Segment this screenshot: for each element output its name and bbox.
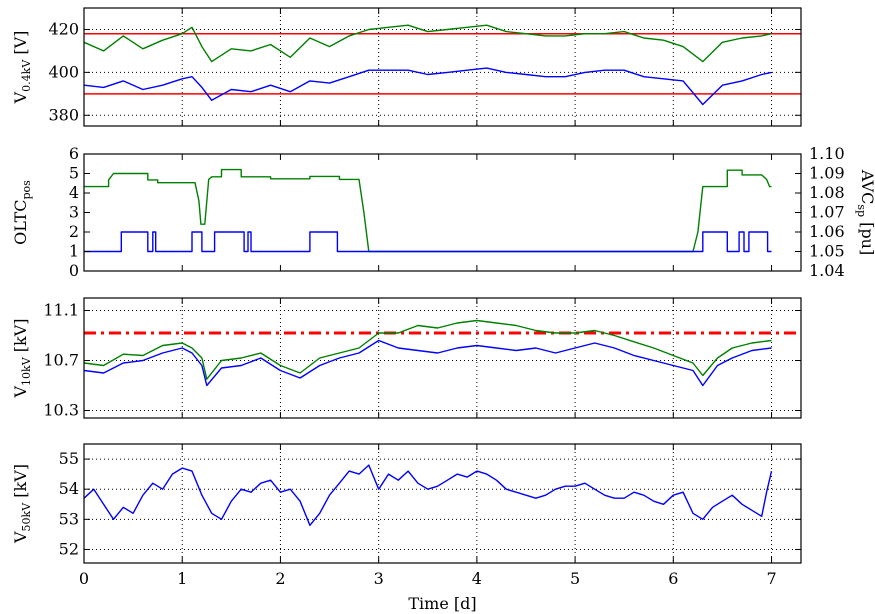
y-tick-label: 53: [59, 509, 79, 528]
y-tick-label: 2: [69, 222, 79, 241]
axis-label-subscript: 50kV: [20, 502, 33, 532]
y-tick-label: 5: [69, 164, 79, 183]
plot-frame: [83, 297, 802, 419]
y2-tick-label: 1.09: [809, 164, 845, 183]
series-line-1: [84, 319, 772, 380]
axis-label-subscript: 10kV: [20, 356, 33, 386]
y-tick-label: 4: [69, 183, 79, 202]
y-axis-label-1: OLTCpos: [11, 180, 33, 245]
axis-label-unit: [V]: [11, 31, 30, 60]
y2-tick-label: 1.08: [809, 183, 845, 202]
x-tick-label: 3: [374, 569, 384, 588]
plot-frame: [83, 443, 802, 564]
series-line-1: [84, 24, 772, 63]
axis-label-unit: [pu]: [858, 217, 875, 255]
series-line-1: [84, 464, 773, 526]
y-axis-label2-1: AVCsp [pu]: [855, 169, 875, 255]
y-axis-label-3: V50kV [kV]: [11, 464, 33, 544]
axis-label-main: V: [11, 386, 30, 399]
y-tick-label: 11.1: [43, 301, 79, 320]
series-line-2: [84, 231, 772, 253]
y2-tick-label: 1.10: [809, 144, 845, 163]
axis-label-subscript: 0.4kV: [20, 59, 33, 92]
x-tick-label: 6: [668, 569, 678, 588]
y-tick-label: 400: [48, 62, 79, 81]
x-tick-label: 1: [177, 569, 187, 588]
axis-label-main: V: [11, 531, 30, 544]
y-tick-label: 420: [48, 19, 79, 38]
axis-label-unit: [kV]: [11, 319, 30, 358]
x-tick-label: 5: [570, 569, 580, 588]
axis-label-subscript: sp: [855, 204, 868, 217]
axis-label-subscript: pos: [20, 180, 33, 200]
panel-4: 52 53 54 55 0 1 2 3 4 5 6 7 Time [d]: [59, 443, 802, 613]
y2-tick-label: 1.07: [809, 203, 845, 222]
y-tick-label: 52: [59, 539, 79, 558]
y-tick-label: 55: [59, 449, 79, 468]
axis-label-unit: [kV]: [11, 464, 30, 503]
y-axis-label-2: V10kV [kV]: [11, 319, 33, 399]
y-axis-label-0: V0.4kV [V]: [11, 31, 33, 105]
y-tick-label: 10.3: [43, 401, 79, 420]
plot-frame: [83, 7, 802, 127]
y-tick-label: 1: [69, 242, 79, 261]
y-tick-label: 0: [69, 261, 79, 280]
panel-1: 380 400 420: [48, 7, 802, 127]
x-tick-label: 7: [766, 569, 776, 588]
axis-label-main: AVC: [858, 169, 875, 205]
y-tick-label: 3: [69, 203, 79, 222]
y2-tick-label: 1.05: [809, 242, 845, 261]
x-axis-label: Time [d]: [408, 594, 476, 613]
x-tick-label: 0: [79, 569, 89, 588]
series-line-2: [84, 339, 772, 387]
x-tick-label: 4: [472, 569, 482, 588]
series-line-2: [84, 67, 772, 106]
panel-3: 10.3 10.7 11.1: [43, 297, 802, 420]
y2-tick-label: 1.06: [809, 222, 845, 241]
series-line-1: [84, 168, 772, 253]
axis-label-main: V: [11, 91, 30, 104]
axis-label-main: OLTC: [11, 199, 30, 244]
y-tick-label: 54: [59, 479, 79, 498]
y-tick-label: 380: [48, 105, 79, 124]
y2-tick-label: 1.04: [809, 261, 845, 280]
y-tick-label: 10.7: [43, 351, 79, 370]
plot-frame: [83, 153, 802, 272]
x-tick-label: 2: [275, 569, 285, 588]
y-tick-label: 6: [69, 144, 79, 163]
